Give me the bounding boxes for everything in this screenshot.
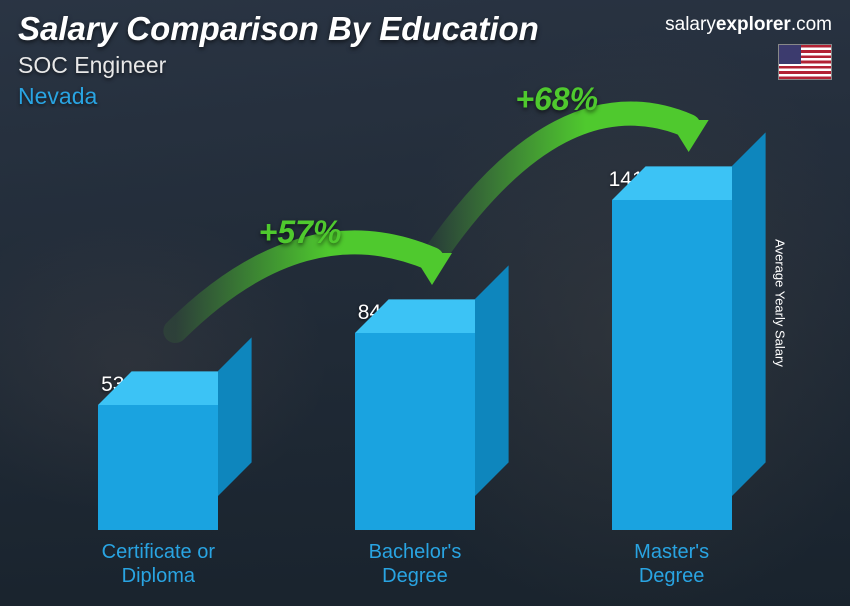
brand-suffix: .com: [791, 14, 832, 35]
brand-prefix: salary: [665, 14, 716, 35]
flag-icon: [778, 44, 832, 80]
brand-name: salaryexplorer.com: [665, 14, 832, 36]
brand-block: salaryexplorer.com: [665, 14, 832, 80]
delta-label: +57%: [259, 214, 342, 251]
brand-bold: explorer: [716, 14, 791, 35]
chart-location: Nevada: [18, 83, 832, 110]
y-axis-label: Average Yearly Salary: [773, 239, 788, 367]
